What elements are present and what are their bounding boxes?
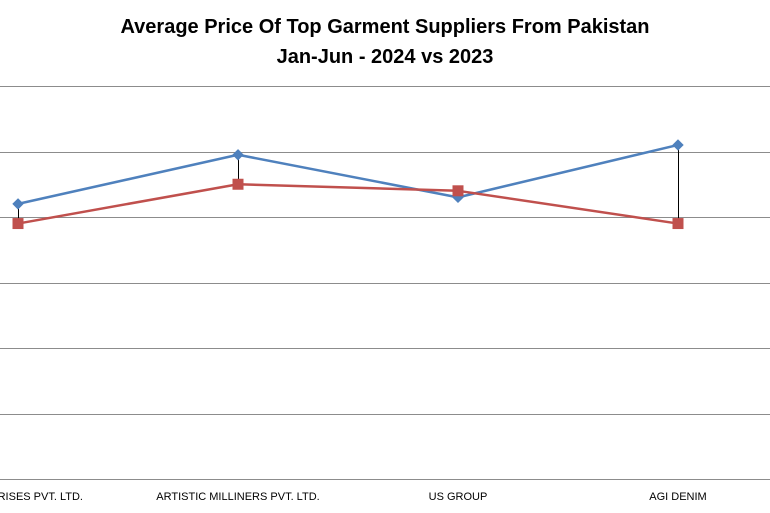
series-line-2 [17,183,679,225]
series-markers [12,139,684,230]
x-axis-labels: ENTERPRISES PVT. LTD. ARTISTIC MILLINERS … [0,491,707,503]
gridlines [0,86,770,480]
data-point-diamond [12,198,24,210]
high-low-lines [18,144,679,224]
data-point-square [12,218,24,230]
x-tick-label: US GROUP [429,491,488,503]
x-tick-label: AGI DENIM [649,491,706,503]
series-line-1 [17,143,679,206]
data-point-diamond [232,149,244,161]
data-point-square [232,178,244,190]
x-tick-label: ARTISTIC MILLINERS PVT. LTD. [156,491,319,503]
chart-title-line2: Jan-Jun - 2024 vs 2023 [277,46,494,68]
data-point-diamond [672,139,684,151]
data-point-square [672,218,684,230]
data-point-square [452,185,464,197]
chart-title-line1: Average Price Of Top Garment Suppliers F… [120,16,649,38]
x-tick-label: ENTERPRISES PVT. LTD. [0,491,83,503]
series-lines [17,143,679,225]
